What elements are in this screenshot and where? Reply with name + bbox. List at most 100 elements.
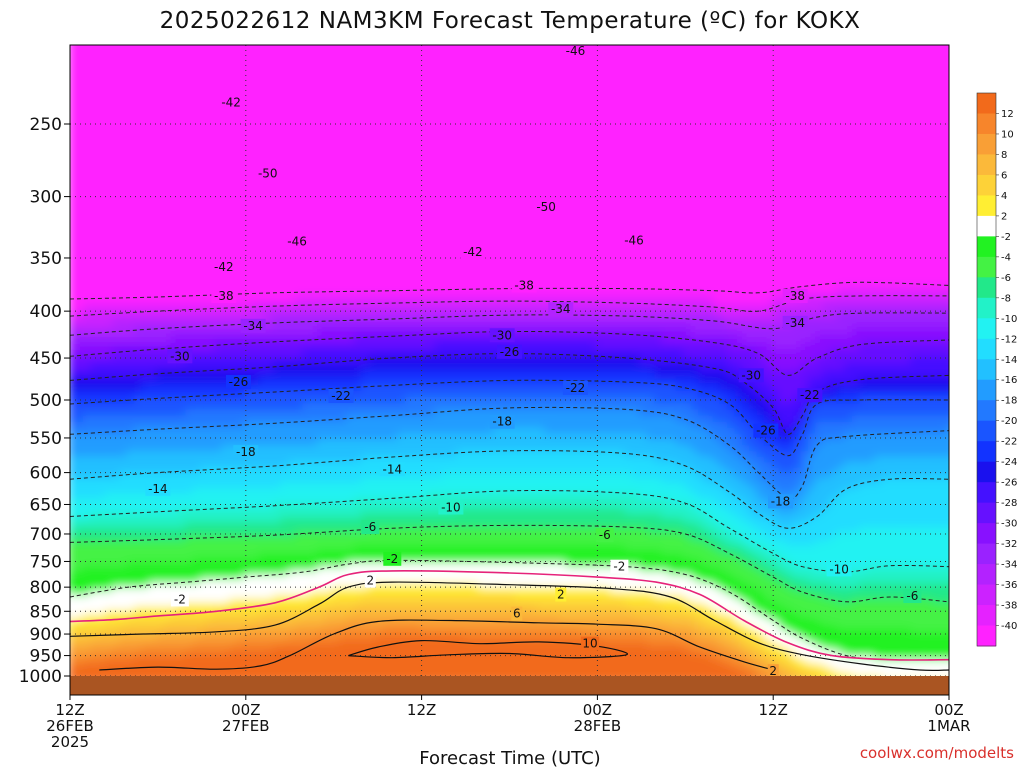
temperature-cell xyxy=(280,107,292,122)
temperature-cell xyxy=(419,536,431,542)
temperature-cell xyxy=(170,503,182,510)
temperature-cell xyxy=(221,433,234,441)
temperature-cell xyxy=(383,433,395,441)
temperature-cell xyxy=(317,326,329,336)
temperature-cell xyxy=(170,409,182,417)
temperature-cell xyxy=(75,610,87,615)
temperature-cell xyxy=(324,370,336,378)
temperature-cell xyxy=(170,169,182,182)
temperature-cell xyxy=(324,549,336,555)
temperature-cell xyxy=(405,232,417,243)
temperature-cell xyxy=(339,536,351,542)
temperature-cell xyxy=(331,649,343,655)
temperature-cell xyxy=(258,50,270,67)
temperature-cell xyxy=(346,558,358,564)
temperature-cell xyxy=(163,602,175,608)
temperature-cell xyxy=(258,549,270,555)
temperature-cell xyxy=(104,508,116,514)
temperature-cell xyxy=(353,575,365,581)
temperature-cell xyxy=(243,625,256,630)
temperature-cell xyxy=(339,191,351,203)
temperature-cell xyxy=(97,656,109,661)
temperature-cell xyxy=(170,513,182,519)
temperature-cell xyxy=(390,536,402,542)
temperature-cell xyxy=(287,45,300,52)
temperature-cell xyxy=(192,472,204,479)
temperature-cell xyxy=(390,251,402,262)
temperature-cell xyxy=(287,277,300,288)
temperature-cell xyxy=(82,319,94,328)
temperature-cell xyxy=(236,356,248,365)
temperature-cell xyxy=(361,65,373,82)
temperature-cell xyxy=(221,602,234,608)
temperature-cell xyxy=(339,653,351,658)
temperature-cell xyxy=(82,545,94,551)
temperature-cell xyxy=(258,251,270,262)
temperature-cell xyxy=(163,632,175,637)
temperature-cell xyxy=(82,277,94,288)
temperature-cell xyxy=(309,498,321,505)
temperature-cell xyxy=(75,433,87,441)
temperature-cell xyxy=(295,133,307,147)
temperature-cell xyxy=(119,477,131,485)
temperature-cell xyxy=(170,621,182,627)
temperature-cell xyxy=(221,575,234,581)
temperature-cell xyxy=(339,583,351,589)
temperature-cell xyxy=(390,632,402,637)
temperature-cell xyxy=(133,570,146,576)
temperature-cell xyxy=(155,180,168,193)
temperature-cell xyxy=(383,669,395,674)
temperature-cell xyxy=(375,363,387,372)
temperature-cell xyxy=(412,666,424,671)
temperature-cell xyxy=(397,222,409,234)
temperature-cell xyxy=(383,45,395,52)
temperature-cell xyxy=(185,488,197,495)
temperature-cell xyxy=(287,632,300,637)
temperature-cell xyxy=(82,646,94,651)
temperature-cell xyxy=(375,517,387,524)
temperature-cell xyxy=(251,50,263,67)
temperature-cell xyxy=(295,377,307,385)
temperature-cell xyxy=(412,625,424,630)
temperature-cell xyxy=(199,334,212,343)
temperature-cell xyxy=(177,513,190,519)
temperature-cell xyxy=(346,107,358,122)
temperature-cell xyxy=(361,498,373,505)
temperature-cell xyxy=(361,311,373,320)
temperature-cell xyxy=(324,180,336,193)
temperature-cell xyxy=(236,251,248,262)
temperature-cell xyxy=(339,614,351,619)
temperature-cell xyxy=(221,669,234,674)
temperature-cell xyxy=(405,421,417,429)
temperature-cell xyxy=(412,614,424,619)
temperature-cell xyxy=(243,646,256,651)
temperature-cell xyxy=(82,477,94,485)
temperature-cell xyxy=(207,602,219,608)
temperature-cell xyxy=(368,669,380,674)
temperature-cell xyxy=(185,145,197,159)
temperature-cell xyxy=(273,666,285,671)
temperature-cell xyxy=(185,133,197,147)
temperature-cell xyxy=(243,566,256,572)
temperature-cell xyxy=(295,583,307,589)
temperature-cell xyxy=(390,80,402,96)
temperature-cell xyxy=(199,326,212,336)
temperature-cell xyxy=(309,628,321,634)
temperature-cell xyxy=(258,570,270,576)
temperature-cell xyxy=(148,570,160,576)
temperature-cell xyxy=(265,409,278,417)
temperature-cell xyxy=(361,656,373,661)
temperature-cell xyxy=(207,527,219,533)
temperature-cell xyxy=(419,591,431,596)
temperature-cell xyxy=(141,562,153,568)
temperature-cell xyxy=(302,169,314,182)
temperature-cell xyxy=(339,377,351,385)
temperature-cell xyxy=(70,672,80,677)
temperature-cell xyxy=(163,659,175,664)
temperature-cell xyxy=(331,277,343,288)
temperature-cell xyxy=(82,334,94,343)
temperature-cell xyxy=(133,656,146,661)
temperature-cell xyxy=(412,646,424,651)
temperature-cell xyxy=(97,536,109,542)
temperature-cell xyxy=(177,461,190,469)
